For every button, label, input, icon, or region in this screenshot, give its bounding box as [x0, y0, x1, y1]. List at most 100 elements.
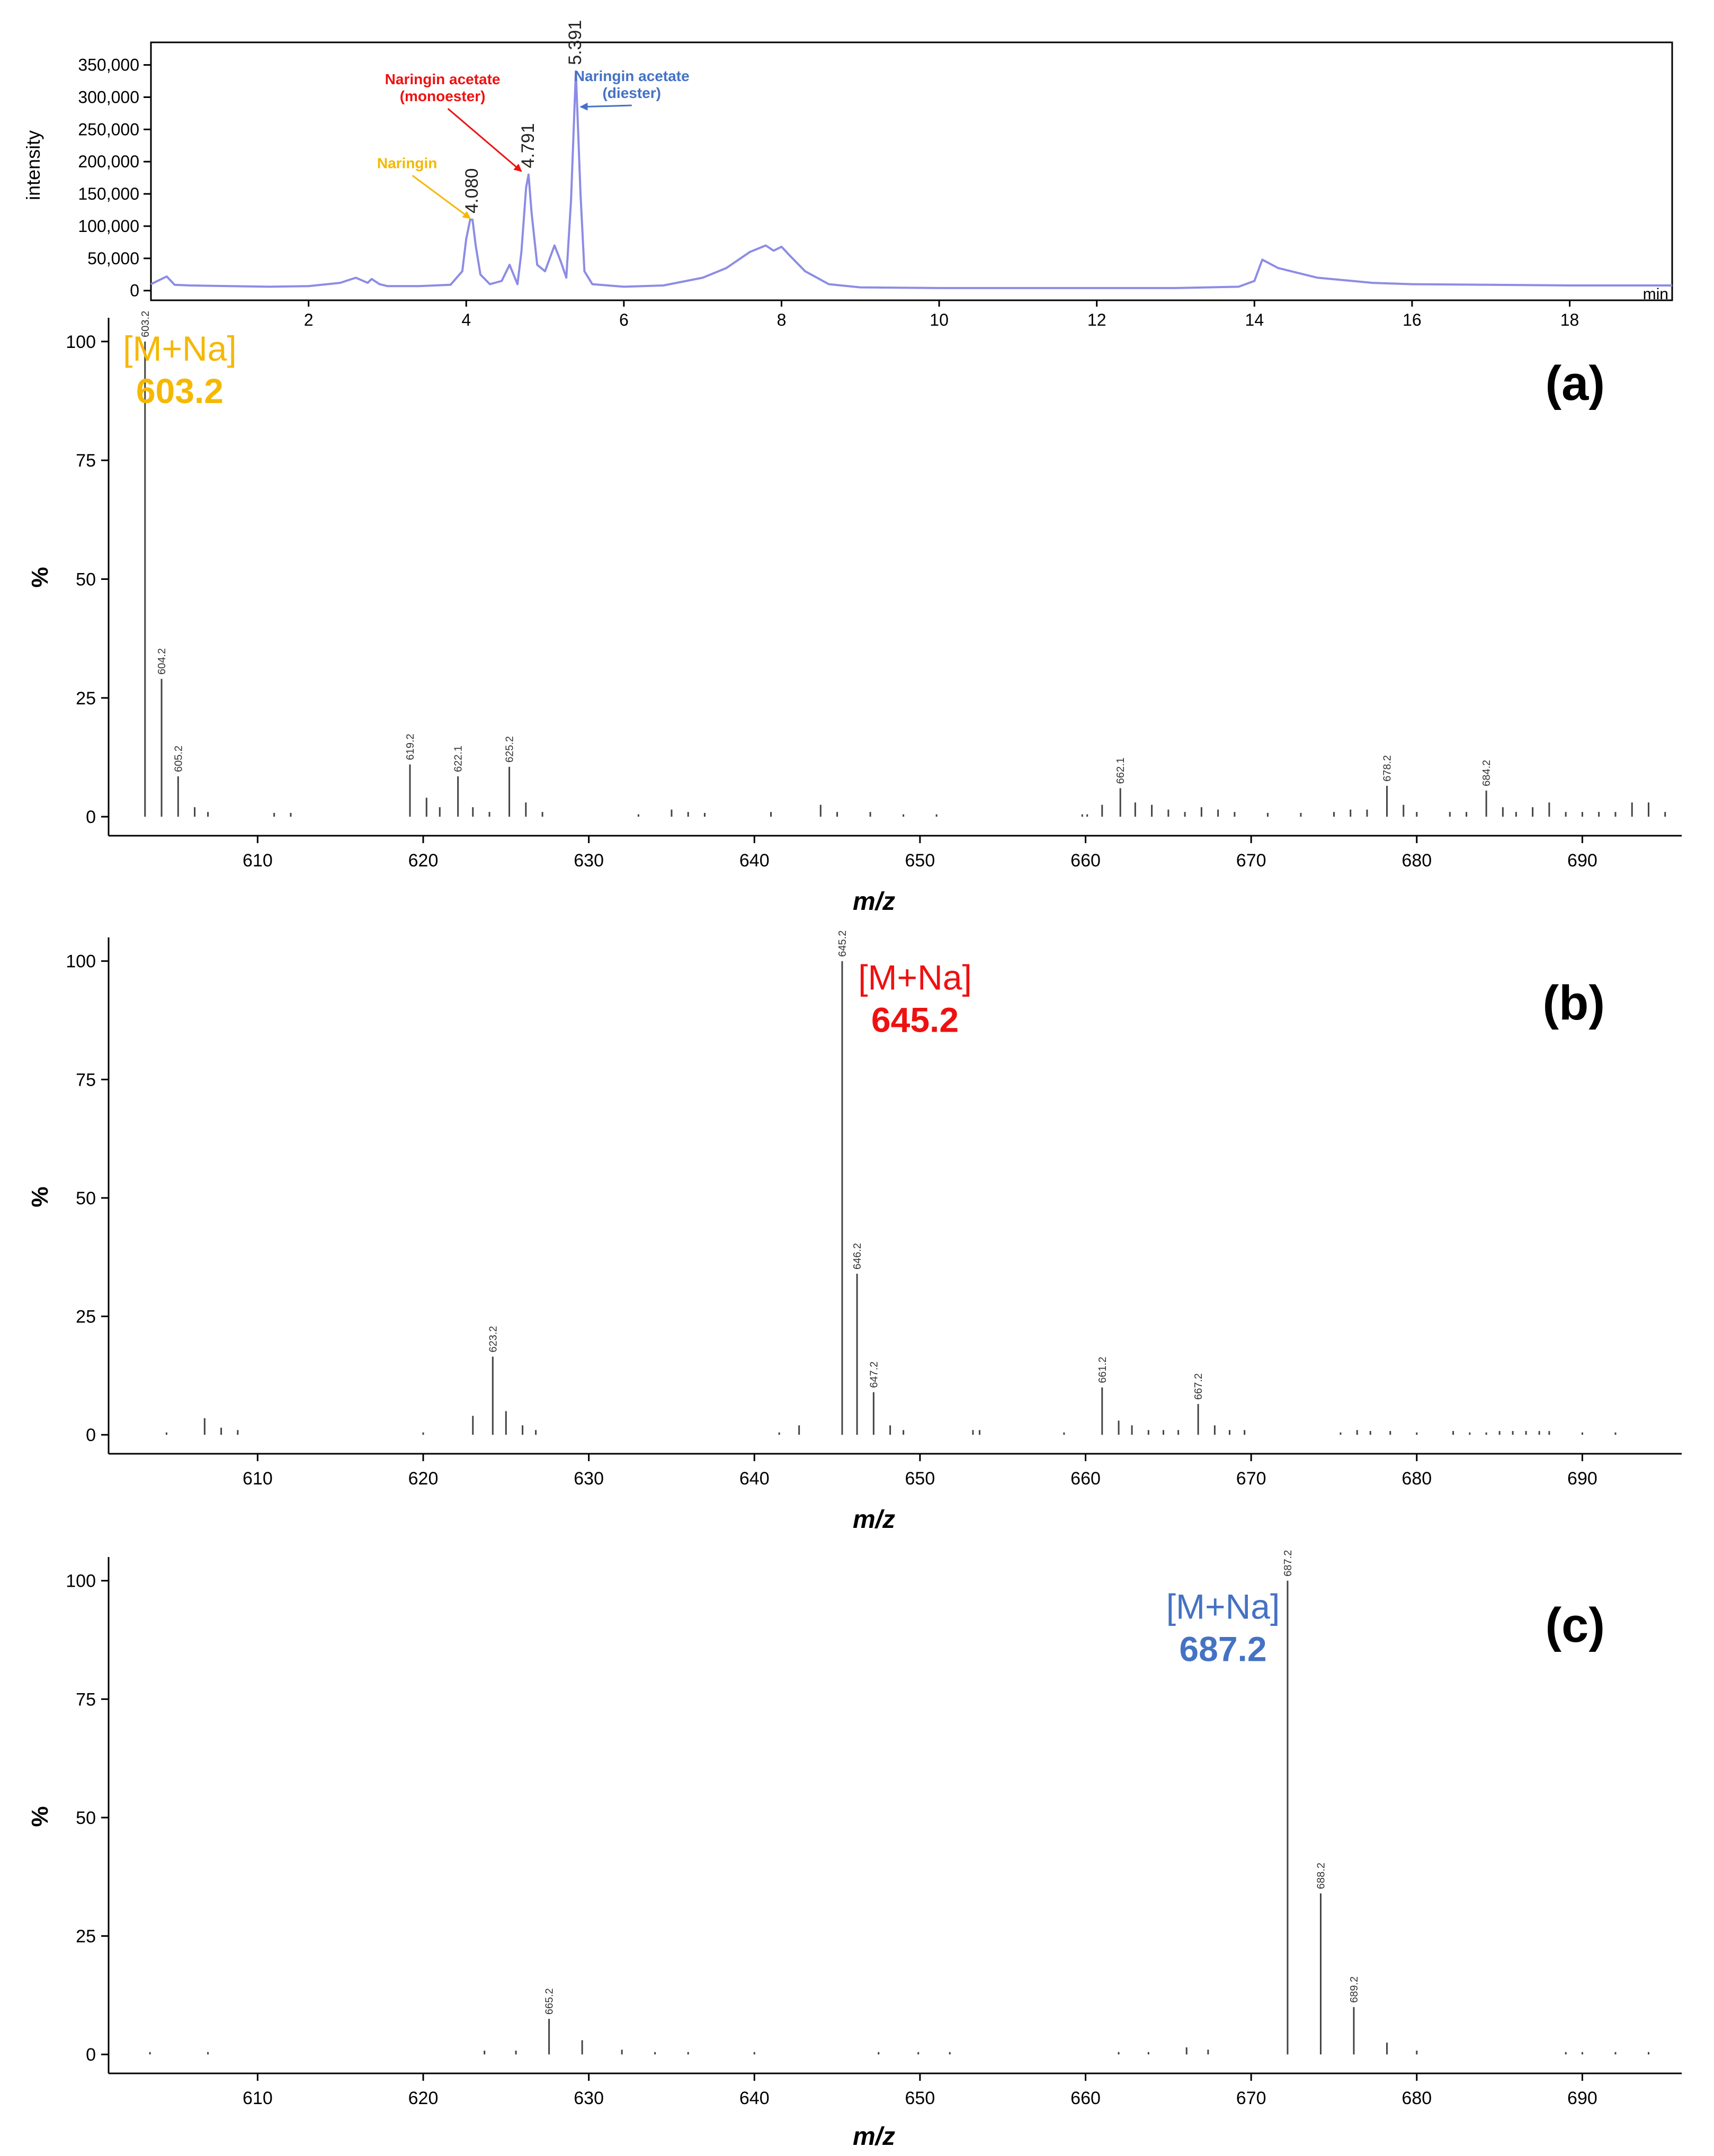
ms-peak-label: 647.2	[868, 1362, 880, 1388]
ms-x-tick-label: 620	[408, 1469, 439, 1489]
ms-peak-label: 625.2	[504, 736, 516, 763]
ms-y-tick-label: 75	[76, 1689, 96, 1710]
chromatogram-x-unit-label: min	[1643, 285, 1668, 303]
ms-y-tick-label: 50	[76, 1808, 96, 1828]
ms-x-tick-label: 690	[1567, 2088, 1597, 2108]
chromatogram-annotation-text: Naringin	[377, 155, 438, 171]
chromatogram-trace	[150, 70, 1672, 289]
ms-x-tick-label: 650	[905, 2088, 935, 2108]
ms-x-tick-label: 630	[574, 851, 604, 871]
ms-x-tick-label: 670	[1236, 851, 1266, 871]
ms-y-tick-label: 25	[76, 1927, 96, 1947]
ms-x-tick-label: 670	[1236, 2088, 1266, 2108]
mass-spectrum-b: (b) % m/z 0 25 50 75 100 610 620 630 640 650 660 67…	[27, 931, 1682, 1534]
mass-spectrum-c: (c) % m/z 0 25 50 75 100 610 620 630 640 650 660 67…	[27, 1550, 1682, 2151]
ms-peak-label: 623.2	[487, 1326, 499, 1353]
ms-x-tick-label: 630	[574, 2088, 604, 2108]
ms-peak-label: 667.2	[1193, 1373, 1204, 1400]
ms-peak-label: 678.2	[1382, 755, 1394, 782]
panel-label-b: (b)	[1543, 976, 1605, 1030]
chromatogram-annotation-arrow	[579, 102, 632, 111]
chromatogram-y-tick-label: 250,000	[78, 120, 139, 139]
ms-x-tick-label: 650	[905, 1469, 935, 1489]
chromatogram-y-tick-label: 200,000	[78, 152, 139, 171]
ms-c-x-axis-label: m/z	[853, 2123, 895, 2151]
ms-y-tick-label: 50	[76, 569, 96, 589]
ms-y-tick-label: 25	[76, 688, 96, 709]
ms-molecular-ion-annotation: [M+Na]	[858, 958, 972, 997]
ms-peak-label: 619.2	[405, 733, 416, 760]
chromatogram-annotation-text: (diester)	[602, 85, 660, 101]
ms-x-tick-label: 680	[1401, 1469, 1432, 1489]
ms-x-tick-label: 620	[408, 851, 439, 871]
chromatogram-x-tick-label: 14	[1245, 310, 1264, 329]
ms-b-y-axis-label: %	[27, 1186, 53, 1207]
ms-peak-label: 687.2	[1282, 1550, 1294, 1577]
ms-a-x-axis-label: m/z	[853, 888, 895, 916]
ms-c-y-axis-label: %	[27, 1806, 53, 1827]
ms-peak-label: 622.1	[453, 746, 465, 772]
ms-y-tick-label: 100	[66, 332, 96, 352]
ms-x-tick-label: 640	[739, 851, 770, 871]
chromatogram-y-tick-label: 300,000	[78, 87, 139, 106]
ms-peak-label: 661.2	[1097, 1357, 1109, 1383]
ms-molecular-ion-annotation: 603.2	[136, 371, 224, 410]
chromatogram-peak-label: 4.080	[462, 168, 482, 213]
chromatogram-x-tick-label: 6	[619, 310, 629, 329]
ms-x-tick-label: 690	[1567, 1469, 1597, 1489]
ms-x-tick-label: 630	[574, 1469, 604, 1489]
chromatogram-x-tick-label: 2	[304, 310, 314, 329]
chromatogram-y-tick-label: 150,000	[78, 184, 139, 203]
ms-molecular-ion-annotation: 687.2	[1179, 1629, 1266, 1668]
chromatogram-x-tick-label: 18	[1560, 310, 1579, 329]
ms-y-tick-label: 0	[86, 1425, 96, 1445]
ms-y-tick-label: 0	[86, 807, 96, 827]
panel-label-c: (c)	[1546, 1598, 1605, 1652]
chromatogram-annotation-text: (monoester)	[400, 88, 486, 104]
ms-a-y-axis-label: %	[27, 567, 53, 587]
ms-molecular-ion-annotation: [M+Na]	[123, 329, 237, 368]
ms-peak-label: 662.1	[1115, 757, 1127, 784]
panel-label-a: (a)	[1546, 356, 1605, 410]
ms-molecular-ion-annotation: 645.2	[871, 1000, 959, 1039]
ms-x-tick-label: 690	[1567, 851, 1597, 871]
chromatogram-y-tick-label: 100,000	[78, 217, 139, 236]
ms-x-tick-label: 670	[1236, 1469, 1266, 1489]
ms-x-tick-label: 680	[1401, 2088, 1432, 2108]
ms-peak-label: 645.2	[837, 931, 849, 957]
chromatogram-annotation-text: Naringin acetate	[385, 71, 501, 87]
ms-b-plot-area: 0 25 50 75 100 610 620 630 640 650 660 670 680 690 623…	[66, 931, 1682, 1489]
chromatogram-peak-label: 4.791	[518, 123, 538, 168]
ms-x-tick-label: 610	[243, 1469, 273, 1489]
ms-x-tick-label: 610	[243, 851, 273, 871]
ms-peak-label: 665.2	[544, 1988, 556, 2015]
ms-x-tick-label: 650	[905, 851, 935, 871]
ms-x-tick-label: 680	[1401, 851, 1432, 871]
chromatogram-x-tick-label: 4	[461, 310, 471, 329]
ms-peak-label: 605.2	[173, 746, 184, 772]
ms-x-tick-label: 610	[243, 2088, 273, 2108]
ms-y-tick-label: 0	[86, 2045, 96, 2065]
ms-x-tick-label: 620	[408, 2088, 439, 2108]
chromatogram-x-tick-label: 8	[777, 310, 787, 329]
ms-y-tick-label: 75	[76, 1070, 96, 1090]
chromatogram-annotation-arrow	[412, 175, 471, 219]
chromatogram-y-axis-label: intensity	[22, 130, 44, 200]
chromatogram-plot-area: 2 4 6 8 10 12 14 16 18 0 50,000 100,000 150,000 200,0…	[78, 20, 1672, 329]
ms-x-tick-label: 640	[739, 2088, 770, 2108]
ms-y-tick-label: 50	[76, 1188, 96, 1209]
chromatogram-x-tick-label: 10	[930, 310, 949, 329]
ms-peak-label: 603.2	[140, 311, 151, 337]
ms-x-tick-label: 660	[1070, 851, 1101, 871]
ms-y-tick-label: 25	[76, 1307, 96, 1327]
chromatogram-panel: intensity min 2 4 6 8 10 12 14 16 18 0 50,000 100,0…	[22, 20, 1673, 329]
chromatogram-frame	[150, 41, 1673, 301]
ms-peak-label: 689.2	[1349, 1976, 1360, 2003]
chromatogram-y-tick-label: 350,000	[78, 56, 139, 75]
ms-y-tick-label: 100	[66, 1571, 96, 1591]
chromatogram-annotation-arrow	[447, 108, 522, 172]
chromatogram-x-tick-label: 12	[1087, 310, 1106, 329]
chromatogram-y-tick-label: 50,000	[87, 249, 139, 268]
